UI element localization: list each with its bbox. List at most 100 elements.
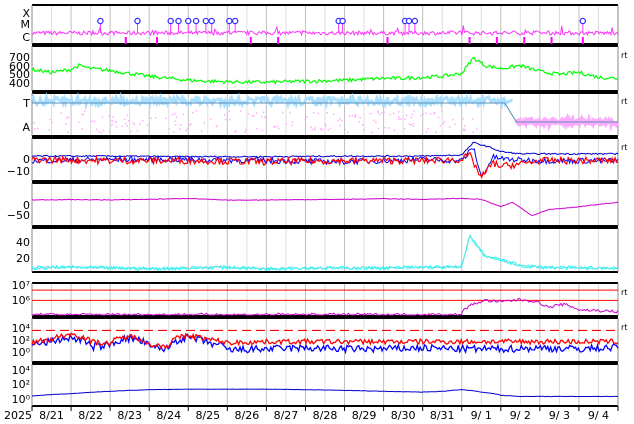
polarity-a-point	[84, 110, 86, 113]
polarity-a-point	[346, 131, 349, 134]
polarity-a-point	[448, 126, 451, 128]
polarity-a-point	[281, 111, 284, 114]
polarity-a-point	[273, 125, 275, 128]
polarity-a-point	[188, 124, 191, 126]
polarity-a-point	[389, 113, 391, 116]
phi-ylabel: −50	[7, 209, 30, 222]
mag_total-ylabel: 600	[9, 60, 30, 73]
polarity-a-point	[139, 123, 141, 125]
polarity-a-point	[136, 129, 139, 132]
x-tick-label: 8/30	[391, 409, 416, 422]
polarity-a-point	[425, 131, 428, 133]
polarity-a-point	[412, 125, 415, 128]
polarity-a-point	[101, 116, 104, 118]
flare-marker	[192, 17, 200, 25]
polarity-a-point	[429, 113, 432, 115]
polarity-a-point	[358, 120, 360, 123]
polarity-a-point	[142, 119, 144, 122]
polarity-a-point	[132, 122, 135, 124]
polarity-a-point	[262, 111, 265, 113]
polarity-a-point	[375, 121, 377, 124]
polarity-a-point	[349, 115, 351, 117]
polarity-a-point	[388, 127, 390, 129]
polarity-a-point	[123, 118, 126, 121]
flare-marker	[202, 17, 210, 25]
bfield-ylabel: −10	[7, 165, 30, 178]
bx-line	[31, 151, 619, 179]
polarity-a-point	[165, 117, 167, 120]
polarity-a-point	[463, 125, 466, 127]
polarity-a-point	[81, 114, 83, 116]
proton-ylabel: 10⁷	[12, 279, 30, 292]
polarity-a-point	[408, 123, 411, 125]
flux-ylabel: 10²	[12, 378, 30, 391]
x-tick-label: 9/ 1	[471, 409, 492, 422]
polarity-a-point	[67, 131, 69, 134]
x-tick-label: 8/23	[117, 409, 142, 422]
phi-line	[31, 197, 619, 216]
polarity-a-point	[255, 127, 258, 130]
polarity-a-point	[49, 118, 51, 121]
polarity-a-point	[463, 128, 465, 131]
speed-line-2	[31, 236, 619, 271]
polarity-a-point	[403, 118, 406, 120]
polarity-a-point	[289, 111, 291, 114]
speed-ylabel: 20	[16, 252, 30, 265]
polarity-a-point	[393, 129, 396, 132]
polarity-a-point	[377, 110, 380, 113]
x-tick-label: 9/ 2	[510, 409, 531, 422]
polarity-a-point	[82, 113, 85, 115]
polarity-a-point	[185, 129, 188, 132]
polarity-a-point	[413, 110, 415, 113]
polarity-ylabel: T	[22, 97, 30, 110]
polarity-a-point	[398, 111, 400, 113]
polarity-a-point	[437, 116, 440, 119]
x-tick-label: 9/ 3	[549, 409, 570, 422]
polarity-a-point	[332, 113, 335, 115]
flare-marker	[231, 17, 239, 25]
polarity-a-point	[192, 111, 194, 114]
polarity-a-point	[291, 124, 293, 126]
xray-event-bar	[386, 37, 389, 44]
right-marker: rt	[621, 323, 627, 332]
polarity-a-point	[317, 112, 319, 115]
xray-ylabel: M	[21, 18, 31, 31]
electron-ylabel: 10⁴	[12, 322, 31, 335]
polarity-a-point	[128, 119, 130, 122]
mag-total-line	[31, 56, 619, 85]
polarity-a-point	[435, 131, 437, 134]
polarity-a-point	[312, 112, 315, 114]
flare-marker	[185, 17, 192, 25]
flare-marker	[579, 17, 587, 25]
polarity-a-point	[344, 128, 346, 131]
polarity-a-point	[463, 129, 465, 131]
right-marker: rt	[621, 97, 627, 106]
right-marker: rt	[621, 51, 627, 60]
polarity-a-point	[78, 121, 80, 124]
electron-red-line	[31, 332, 619, 350]
polarity-a-point	[354, 113, 357, 116]
flare-marker	[226, 17, 233, 25]
polarity-a-point	[245, 128, 247, 131]
polarity-a-point	[261, 129, 264, 132]
polarity-a-point	[182, 113, 184, 116]
electron-ylabel: 10²	[12, 334, 30, 347]
polarity-a-point	[102, 129, 105, 132]
xray-event-bar	[156, 37, 159, 44]
polarity-a-point	[371, 131, 373, 134]
polarity-a-point	[174, 120, 177, 122]
polarity-ylabel: A	[22, 121, 30, 134]
polarity-a-point	[422, 113, 425, 115]
polarity-a-point	[327, 128, 330, 131]
polarity-a-point	[329, 127, 332, 130]
polarity-a-point	[111, 123, 113, 126]
polarity-a-point	[203, 122, 206, 124]
polarity-a-point	[100, 131, 103, 134]
polarity-a-point	[361, 124, 364, 126]
polarity-a-point	[195, 110, 198, 112]
polarity-a-point	[321, 128, 324, 131]
polarity-a-point	[133, 123, 136, 126]
polarity-a-point	[190, 123, 192, 125]
polarity-a-point	[380, 112, 383, 114]
